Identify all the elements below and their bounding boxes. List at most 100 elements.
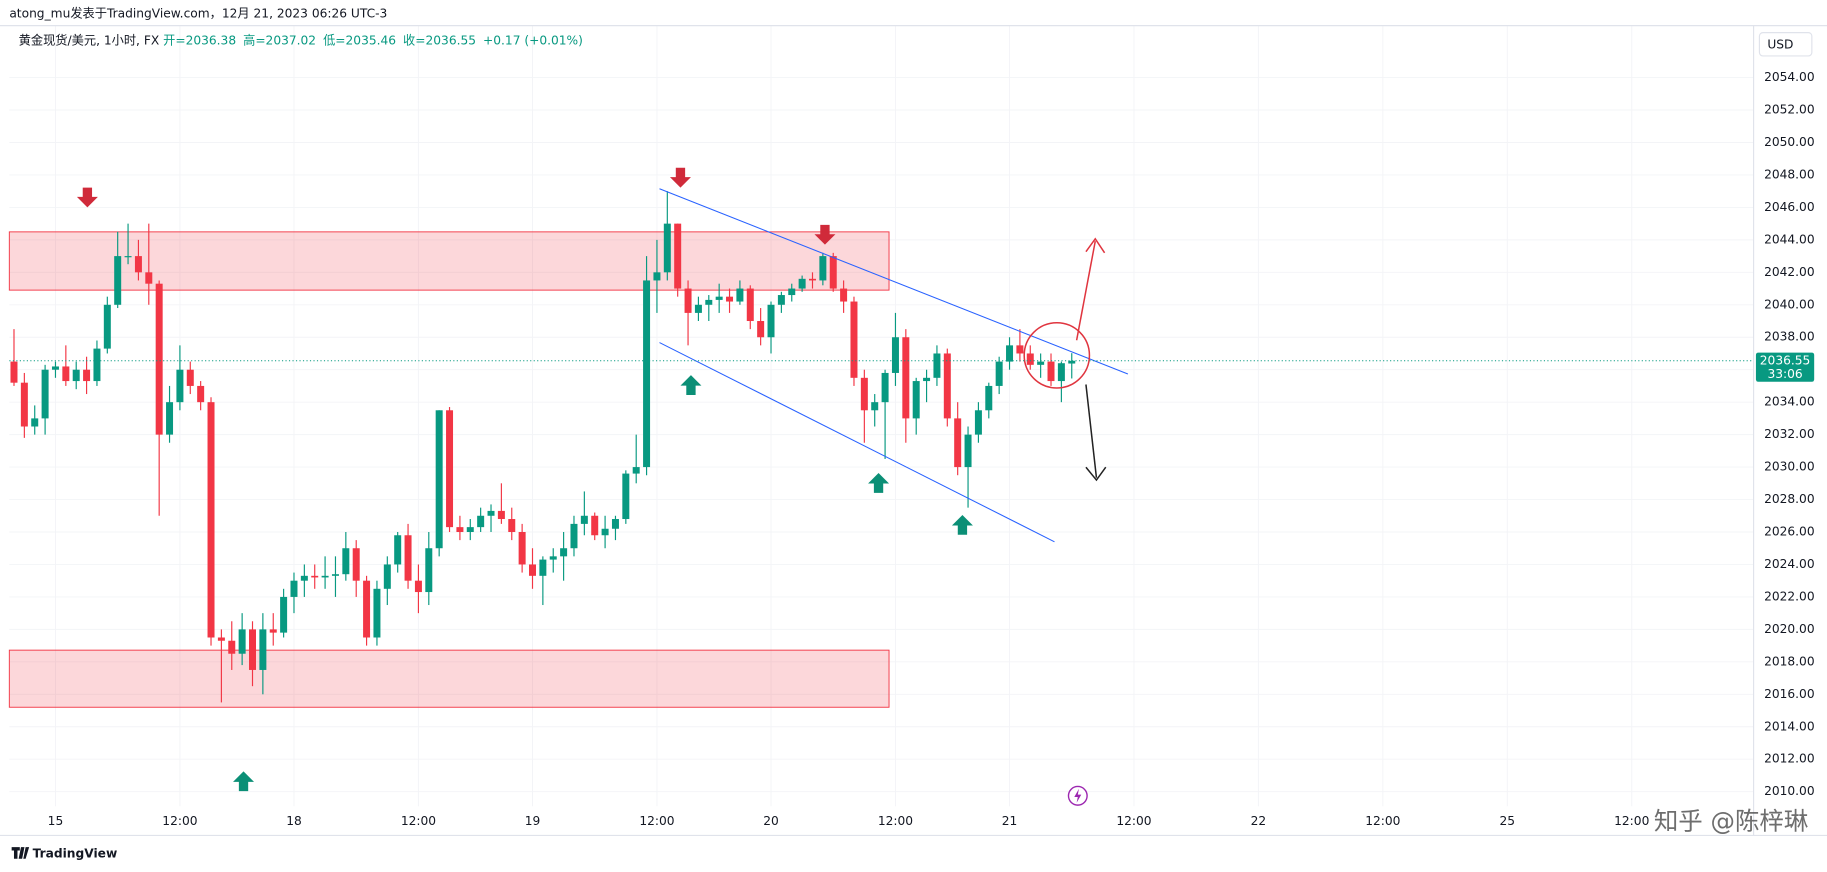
candle-body <box>902 337 910 419</box>
candle-body <box>684 288 692 313</box>
candle-body <box>632 467 640 474</box>
candle-body <box>1006 345 1014 362</box>
y-tick-label: 2024.00 <box>1764 557 1815 571</box>
candle-body <box>176 369 184 403</box>
candle-body <box>580 515 588 524</box>
y-tick-label: 2010.00 <box>1764 784 1815 798</box>
y-tick-label: 2026.00 <box>1764 525 1815 539</box>
down-marker <box>669 167 691 188</box>
candle-body <box>394 535 402 565</box>
x-tick-label: 12:00 <box>162 814 197 828</box>
grid <box>9 25 1754 807</box>
candle-body <box>197 385 205 403</box>
candle-body <box>570 523 578 549</box>
candle-body <box>1026 353 1034 365</box>
y-tick-label: 2040.00 <box>1764 297 1815 311</box>
last-price-label: 2036.55 <box>1760 353 1811 367</box>
candle-body <box>694 304 702 313</box>
candle-body <box>342 548 350 575</box>
candle-body <box>373 588 381 638</box>
candle-body <box>622 473 630 520</box>
candle-body <box>923 377 931 382</box>
candle-body <box>974 410 982 435</box>
up-marker <box>868 473 890 493</box>
currency-button[interactable] <box>1758 32 1813 57</box>
candle-body <box>134 256 142 273</box>
y-tick-label: 2042.00 <box>1764 265 1815 279</box>
candle-body <box>881 372 889 403</box>
breakout-arrow-down <box>1085 384 1107 482</box>
x-tick-label: 21 <box>1002 814 1018 828</box>
resistance-zone <box>8 231 890 291</box>
candle-body <box>860 377 868 411</box>
brand: TradingView <box>11 847 117 861</box>
candle-body <box>746 288 754 322</box>
candle-body <box>103 304 111 349</box>
down-marker <box>814 224 836 245</box>
candle-body <box>352 548 360 581</box>
candle-body <box>829 256 837 289</box>
y-tick-label: 2012.00 <box>1764 752 1815 766</box>
candle-body <box>674 223 682 289</box>
candle-body <box>560 548 568 557</box>
candle-body <box>477 515 485 528</box>
candle-body <box>83 369 91 382</box>
candle-body <box>497 510 505 520</box>
breakout-arrow-up <box>1075 237 1106 341</box>
candle-body <box>20 382 28 427</box>
candle-body <box>1016 345 1024 354</box>
candle-body <box>228 640 236 654</box>
candle-body <box>259 629 267 670</box>
up-marker <box>951 514 973 535</box>
candle-body <box>601 528 609 536</box>
y-tick-label: 2020.00 <box>1764 622 1815 636</box>
x-tick-label: 20 <box>763 814 779 828</box>
candle-body <box>840 288 848 302</box>
currency[interactable]: USD <box>1767 37 1793 51</box>
candle-body <box>777 295 785 305</box>
candle-body <box>321 575 329 578</box>
up-markers <box>233 375 973 792</box>
candle-body <box>943 353 951 419</box>
candle-body <box>1057 363 1065 382</box>
candle-body <box>726 296 734 302</box>
candle-body <box>954 418 962 468</box>
candle-body <box>166 402 174 435</box>
candle-body <box>446 410 454 528</box>
y-tick-label: 2028.00 <box>1764 492 1815 506</box>
x-tick-label: 12:00 <box>878 814 913 828</box>
x-tick-label: 18 <box>286 814 302 828</box>
candle-body <box>757 321 765 338</box>
candle-body <box>114 256 122 305</box>
candle-body <box>269 629 277 633</box>
candle-body <box>331 574 339 576</box>
candle-body <box>311 575 319 578</box>
candle-body <box>539 559 547 576</box>
y-tick-label: 2016.00 <box>1764 687 1815 701</box>
candle-body <box>217 637 225 641</box>
candle-body <box>93 348 101 382</box>
y-tick-label: 2054.00 <box>1764 70 1815 84</box>
legend-value: 收=2036.55 <box>403 33 476 47</box>
y-tick-label: 2022.00 <box>1764 589 1815 603</box>
candle-body <box>62 366 70 382</box>
x-tick-label: 12:00 <box>1116 814 1151 828</box>
last-price-box <box>1755 352 1815 382</box>
candle-body <box>155 283 163 435</box>
up-marker <box>233 771 255 792</box>
candle-body <box>456 527 464 533</box>
event-icon <box>1067 785 1088 806</box>
candle-body <box>788 288 796 296</box>
candle-body <box>1037 361 1045 365</box>
header: atong_mu发表于TradingView.com，12月 21, 2023 … <box>9 5 387 20</box>
x-tick-label: 25 <box>1500 814 1516 828</box>
candle-body <box>51 366 59 370</box>
legend-value: 低=2035.46 <box>323 33 396 47</box>
candle-body <box>404 535 412 581</box>
x-tick-label: 19 <box>525 814 541 828</box>
down-markers <box>76 167 836 245</box>
symbol: 黄金现货/美元, 1小时, FX <box>19 32 160 47</box>
candle-body <box>435 410 443 549</box>
candle-body <box>809 278 816 281</box>
